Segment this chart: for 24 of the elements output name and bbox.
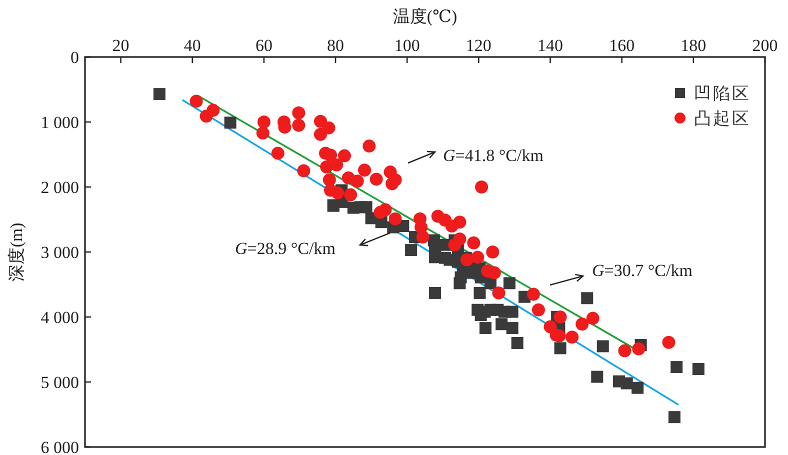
legend-label: 凹陷区: [694, 84, 751, 103]
y-tick-label: 0: [70, 48, 79, 67]
y-tick-label: 2 000: [40, 178, 79, 197]
x-tick-label: 60: [255, 36, 272, 55]
annotation: G=30.7 °C/km: [592, 261, 692, 280]
y-tick-label: 1 000: [40, 113, 79, 132]
legend-label: 凸起区: [694, 109, 751, 128]
annotation: G=41.8 °C/km: [443, 146, 544, 165]
x-tick-label: 200: [752, 36, 778, 55]
y-tick-label: 3 000: [40, 243, 79, 262]
x-tick-label: 180: [680, 36, 706, 55]
x-tick-label: 140: [538, 36, 564, 55]
x-tick-label: 40: [184, 36, 201, 55]
y-tick-label: 4 000: [40, 308, 79, 327]
x-tick-label: 120: [466, 36, 492, 55]
x-tick-label: 100: [394, 36, 420, 55]
x-tick-label: 160: [609, 36, 635, 55]
y-tick-label: 6 000: [40, 438, 79, 455]
x-tick-label: 80: [327, 36, 344, 55]
y-tick-label: 5 000: [40, 373, 79, 392]
y-axis-title: 深度(m): [7, 222, 26, 282]
x-axis-title: 温度(℃): [392, 7, 458, 26]
annotation: G=28.9 °C/km: [235, 239, 336, 258]
x-tick-label: 20: [112, 36, 130, 55]
